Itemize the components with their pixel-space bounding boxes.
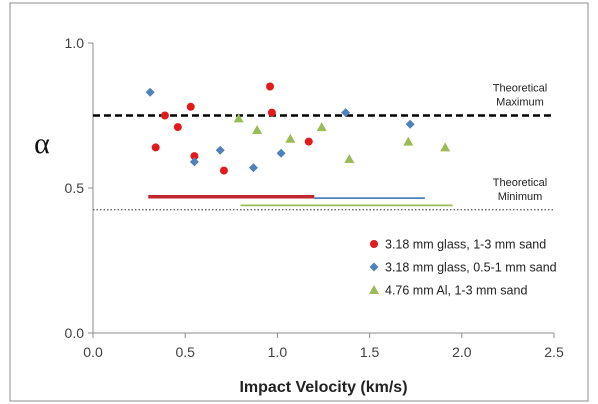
- data-point-triangle: [285, 133, 296, 143]
- y-axis-label: α: [34, 127, 50, 160]
- data-point-triangle: [440, 142, 451, 152]
- data-point-triangle: [233, 113, 244, 123]
- legend-entry-label: 3.18 mm glass, 1-3 mm sand: [385, 238, 546, 252]
- data-point-diamond: [248, 163, 258, 173]
- legend-entry-label: 3.18 mm glass, 0.5-1 mm sand: [385, 261, 557, 275]
- x-tick-label: 2.0: [452, 344, 472, 360]
- data-point-triangle: [252, 125, 263, 134]
- legend-entry-label: 4.76 mm Al, 1-3 mm sand: [385, 284, 527, 298]
- reference-label-line2: Minimum: [498, 191, 543, 203]
- reference-label-line1: Theoretical: [493, 177, 547, 189]
- data-point-circle: [304, 137, 313, 146]
- x-tick-label: 1.5: [360, 344, 380, 360]
- data-point-triangle: [403, 136, 414, 146]
- axes: 0.0 0.5 1.0 0.0 0.5 1.0 1.5 2.0 2.5 Impact Veloci…: [34, 35, 564, 396]
- x-tick-label: 0.0: [83, 344, 103, 360]
- range-bars: [148, 194, 453, 207]
- data-point-diamond: [369, 262, 379, 272]
- data-point-circle: [151, 143, 160, 152]
- y-tick-label: 1.0: [65, 35, 85, 51]
- data-point-triangle: [369, 285, 379, 294]
- data-point-diamond: [341, 108, 351, 118]
- data-point-circle: [267, 108, 276, 117]
- data-point-diamond: [145, 87, 155, 97]
- data-point-diamond: [276, 148, 286, 158]
- x-axis-label: Impact Velocity (km/s): [239, 379, 407, 396]
- reference-label-line2: Maximum: [496, 97, 544, 109]
- data-point-circle: [266, 82, 275, 91]
- y-tick-label: 0.0: [65, 325, 85, 341]
- x-tick-label: 2.5: [544, 344, 564, 360]
- data-point-circle: [160, 111, 169, 120]
- data-point-circle: [370, 240, 378, 248]
- data-point-diamond: [405, 119, 415, 129]
- data-point-circle: [173, 123, 182, 132]
- x-tick-label: 0.5: [175, 344, 195, 360]
- data-point-diamond: [189, 157, 199, 167]
- data-point-triangle: [316, 122, 327, 132]
- y-tick-label: 0.5: [65, 180, 85, 196]
- data-point-diamond: [215, 145, 225, 155]
- data-point-circle: [186, 102, 195, 111]
- chart-border: [9, 2, 589, 402]
- data-point-circle: [219, 166, 228, 175]
- data-point-triangle: [344, 154, 355, 163]
- data-point-circle: [190, 152, 199, 161]
- x-tick-label: 1.0: [268, 344, 288, 360]
- reference-label-line1: Theoretical: [493, 83, 547, 95]
- reference-lines: Theoretical Maximum Theoretical Minimum: [93, 83, 554, 211]
- data-points: [145, 82, 451, 175]
- legend: 3.18 mm glass, 1-3 mm sand 3.18 mm glass,…: [369, 238, 557, 298]
